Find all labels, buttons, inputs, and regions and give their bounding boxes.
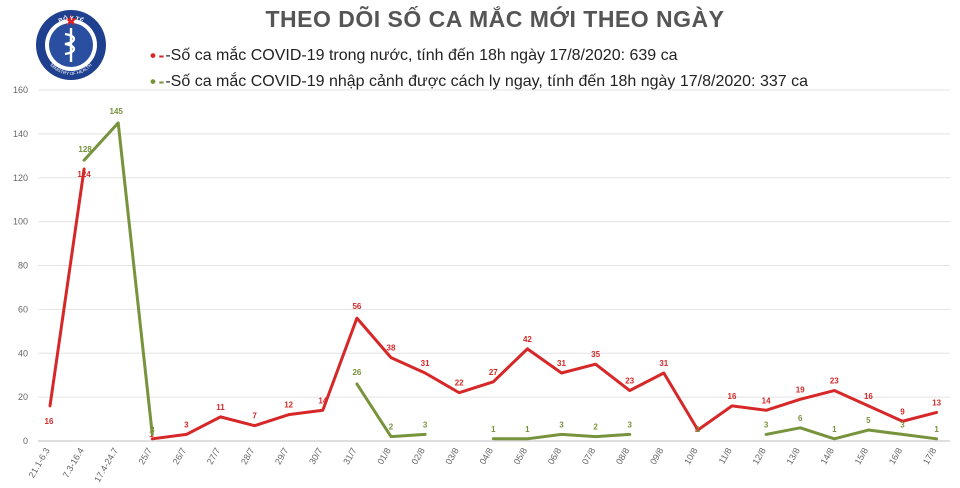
data-label: 16 [728,392,737,401]
data-label: 145 [110,107,124,116]
x-tick-label: 29/7 [273,446,290,466]
data-label: 3 [764,420,769,429]
data-label: 14 [318,396,327,405]
data-label: 42 [523,335,532,344]
data-label: 128 [78,145,92,154]
chart-title: THEO DÕI SỐ CA MẮC MỚI THEO NGÀY [265,6,725,32]
data-label: 1 [934,425,939,434]
x-tick-label: 16/8 [887,446,904,466]
data-label: 14 [762,396,771,405]
x-tick-label: 07/8 [580,446,597,466]
x-tick-label: 01/8 [375,446,392,466]
y-tick-label: 100 [13,217,28,227]
data-label: 13 [932,398,941,407]
x-tick-label: 31/7 [341,446,358,466]
y-tick-label: 0 [23,436,28,446]
data-label: 1 [832,425,837,434]
data-label: 2 [593,423,598,432]
data-label: 19 [796,385,805,394]
data-label: 38 [387,344,396,353]
y-tick-label: 160 [13,85,28,95]
x-tick-label: 17/8 [921,446,938,466]
data-label: 31 [421,359,430,368]
data-label: 9 [900,407,905,416]
x-tick-label: 26/7 [171,446,188,466]
data-label: 3 [900,420,905,429]
data-label: 23 [830,377,839,386]
legend-label-imported: -Số ca mắc COVID-19 nhập cảnh được cách … [165,73,808,90]
x-tick-label: 08/8 [614,446,631,466]
data-label: 3 [423,420,428,429]
x-tick-label: 21.1-6.3 [27,446,52,480]
x-tick-label: 12/8 [750,446,767,466]
data-label: 35 [591,350,600,359]
y-tick-label: 20 [18,392,28,402]
chart-legend: • - -Số ca mắc COVID-19 trong nước, tính… [150,43,808,95]
data-label: 6 [798,414,803,423]
data-label: 31 [659,359,668,368]
x-tick-label: 30/7 [307,446,324,466]
x-tick-label: 06/8 [546,446,563,466]
legend-swatch-domestic: • - [150,46,164,65]
y-tick-label: 140 [13,129,28,139]
x-tick-label: 27/7 [205,446,222,466]
svg-text:BỘ Y TẾ: BỘ Y TẾ [58,14,85,24]
series-line-domestic [150,316,939,441]
series-line-domestic [48,167,86,408]
x-tick-label: 13/8 [785,446,802,466]
data-label: 27 [489,368,498,377]
data-label: 26 [352,368,361,377]
data-label: 124 [77,170,91,179]
data-label: 12 [284,401,293,410]
legend-item-imported: • - -Số ca mắc COVID-19 nhập cảnh được c… [150,69,808,95]
data-label: 3 [150,425,155,434]
data-label: 22 [455,379,464,388]
series-line-imported [82,121,154,436]
data-label: 2 [389,423,394,432]
data-label: 16 [45,417,54,426]
data-label: 5 [866,416,871,425]
legend-swatch-imported: • - [150,72,164,91]
data-label: 1 [696,425,701,434]
x-tick-label: 7.3-16.4 [61,446,86,480]
legend-label-domestic: -Số ca mắc COVID-19 trong nước, tính đến… [165,47,678,64]
x-tick-label: 02/8 [409,446,426,466]
x-tick-label: 03/8 [444,446,461,466]
data-label: 5 [695,425,700,434]
y-tick-label: 60 [18,304,28,314]
x-tick-label: 17.4-24.7 [92,446,120,484]
x-tick-label: 28/7 [239,446,256,466]
y-tick-label: 40 [18,348,28,358]
data-label: 16 [864,392,873,401]
x-tick-label: 14/8 [819,446,836,466]
series-line-imported [355,382,427,439]
data-label: 56 [352,302,361,311]
data-label: 1 [491,425,496,434]
ministry-of-health-logo: BỘ Y TẾ MINISTRY OF HEALTH [36,10,106,80]
series-line-imported [764,426,939,441]
legend-item-domestic: • - -Số ca mắc COVID-19 trong nước, tính… [150,43,808,69]
x-tick-label: 04/8 [478,446,495,466]
x-tick-label: 10/8 [682,446,699,466]
data-label: 3 [559,420,564,429]
data-label: 1 [525,425,530,434]
x-tick-label: 05/8 [512,446,529,466]
x-tick-label: 25/7 [137,446,154,466]
y-tick-label: 120 [13,173,28,183]
x-tick-label: 11/8 [717,446,734,466]
data-label: 3 [184,420,189,429]
data-label: 31 [557,359,566,368]
x-tick-label: 15/8 [853,446,870,466]
y-tick-label: 80 [18,261,28,271]
data-label: 11 [216,403,225,412]
data-label: 7 [252,412,257,421]
data-label: 23 [625,377,634,386]
series-line-imported [491,432,632,441]
data-label: 3 [627,420,632,429]
logo-text-top: BỘ Y TẾ [58,14,85,24]
x-tick-label: 09/8 [648,446,665,466]
